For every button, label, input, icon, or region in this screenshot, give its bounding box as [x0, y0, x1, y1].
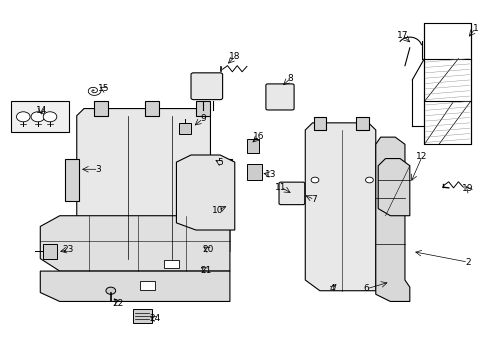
Polygon shape: [77, 109, 229, 258]
Text: 13: 13: [264, 170, 275, 179]
Bar: [356, 117, 368, 130]
Polygon shape: [176, 155, 234, 230]
Polygon shape: [377, 158, 409, 216]
Circle shape: [17, 112, 30, 122]
FancyBboxPatch shape: [42, 244, 57, 258]
Text: 16: 16: [253, 132, 264, 141]
Bar: [313, 117, 325, 130]
Bar: [246, 139, 259, 153]
Text: 10: 10: [212, 206, 223, 215]
Text: 24: 24: [149, 314, 160, 323]
Circle shape: [365, 177, 372, 183]
Circle shape: [43, 112, 57, 122]
FancyBboxPatch shape: [265, 84, 293, 110]
FancyBboxPatch shape: [279, 182, 304, 204]
Polygon shape: [40, 216, 229, 271]
Bar: [196, 102, 210, 116]
Bar: [94, 102, 108, 116]
Text: 19: 19: [462, 184, 473, 193]
Polygon shape: [375, 137, 409, 301]
Text: 8: 8: [287, 74, 293, 83]
Text: 5: 5: [217, 158, 223, 167]
FancyBboxPatch shape: [11, 102, 69, 132]
Text: 4: 4: [328, 284, 334, 293]
Text: 23: 23: [62, 245, 74, 254]
Text: 1: 1: [471, 24, 477, 33]
FancyBboxPatch shape: [191, 73, 222, 100]
Text: 21: 21: [200, 266, 211, 275]
Text: 17: 17: [396, 31, 407, 40]
Circle shape: [310, 177, 318, 183]
Text: 15: 15: [98, 84, 109, 93]
Text: 7: 7: [311, 195, 317, 204]
Text: 22: 22: [112, 299, 123, 308]
Text: 6: 6: [363, 284, 368, 293]
Bar: [424, 23, 469, 144]
Bar: [179, 123, 191, 134]
Text: 11: 11: [275, 183, 286, 192]
Bar: [164, 260, 179, 268]
FancyBboxPatch shape: [215, 158, 232, 202]
FancyBboxPatch shape: [132, 309, 152, 323]
Bar: [144, 102, 159, 116]
Text: 2: 2: [465, 258, 470, 267]
Polygon shape: [305, 123, 375, 291]
Circle shape: [106, 287, 116, 294]
Text: 18: 18: [228, 52, 240, 61]
Text: 12: 12: [415, 152, 427, 161]
Text: 20: 20: [202, 245, 213, 254]
Text: 9: 9: [200, 114, 205, 123]
Text: 3: 3: [96, 165, 102, 174]
Text: 14: 14: [36, 106, 47, 115]
Bar: [140, 281, 154, 290]
FancyBboxPatch shape: [64, 158, 79, 202]
Bar: [246, 164, 261, 180]
Polygon shape: [40, 271, 229, 301]
Circle shape: [31, 112, 44, 122]
